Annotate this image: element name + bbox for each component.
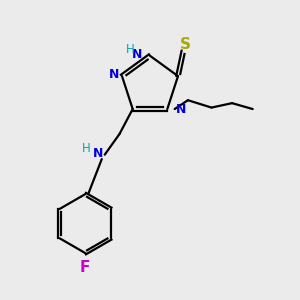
Text: S: S bbox=[180, 37, 190, 52]
Text: N: N bbox=[109, 68, 120, 81]
Text: F: F bbox=[80, 260, 90, 275]
Text: H: H bbox=[126, 43, 134, 56]
Text: N: N bbox=[176, 103, 186, 116]
Text: H: H bbox=[82, 142, 91, 155]
Text: N: N bbox=[93, 147, 103, 160]
Text: N: N bbox=[132, 48, 142, 61]
